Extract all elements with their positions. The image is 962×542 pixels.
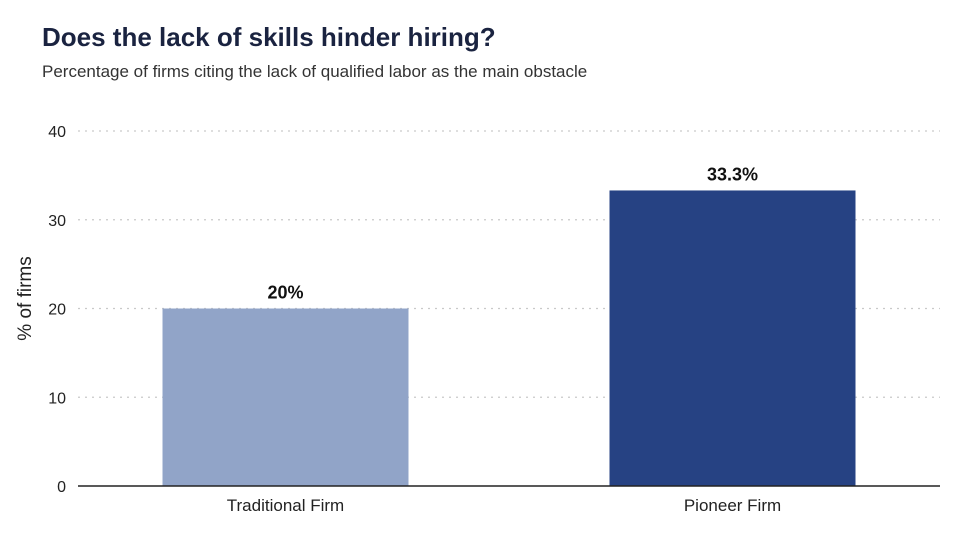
y-tick-label: 0 (57, 479, 66, 496)
y-tick-label: 30 (48, 213, 66, 230)
bars (162, 190, 856, 486)
chart-title: Does the lack of skills hinder hiring? (42, 22, 496, 52)
y-tick-label: 20 (48, 302, 66, 319)
bar-pioneer-firm (609, 190, 856, 486)
y-tick-label: 40 (48, 124, 66, 141)
bar-traditional-firm (162, 308, 409, 486)
category-label: Traditional Firm (227, 496, 344, 515)
y-tick-labels: 0 10 20 30 40 (48, 124, 66, 496)
y-tick-label: 10 (48, 390, 66, 407)
data-label: 33.3% (707, 164, 758, 184)
chart-subtitle: Percentage of firms citing the lack of q… (42, 62, 588, 81)
category-labels: Traditional Firm Pioneer Firm (227, 496, 781, 515)
data-label: 20% (267, 283, 303, 303)
data-labels: 20% 33.3% (267, 164, 758, 302)
y-axis-label: % of firms (15, 256, 36, 340)
category-label: Pioneer Firm (684, 496, 781, 515)
